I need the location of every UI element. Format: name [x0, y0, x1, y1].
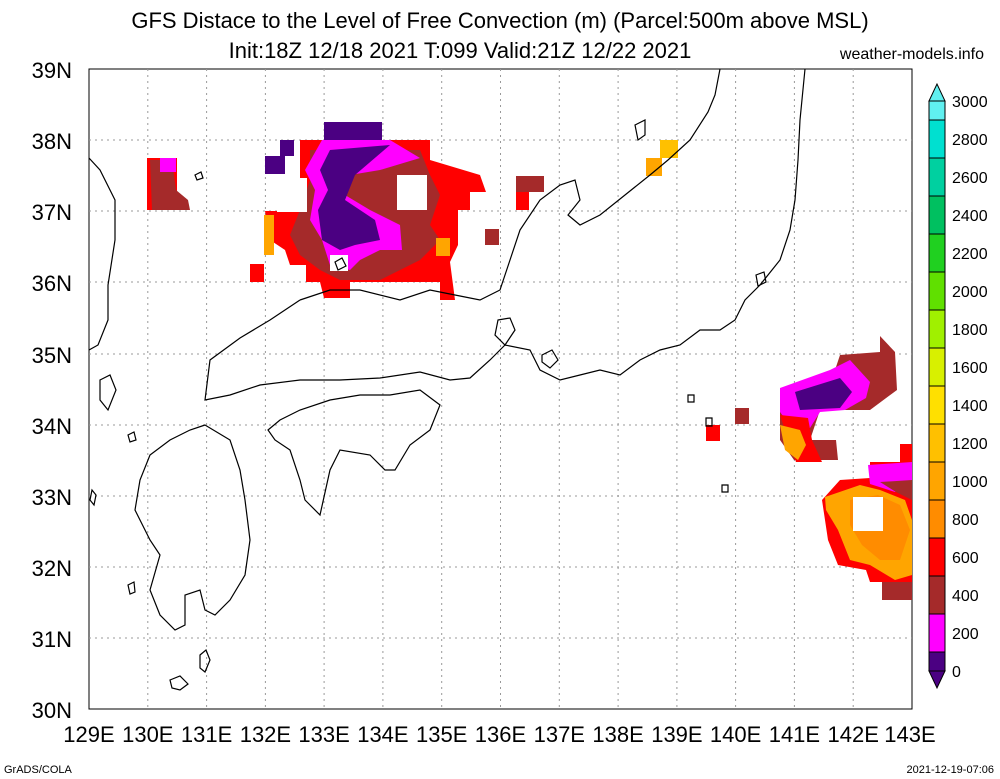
- lon-label: 132E: [240, 722, 291, 747]
- lat-label: 33N: [32, 485, 72, 510]
- lat-label: 38N: [32, 129, 72, 154]
- colorbar-swatch: [928, 195, 946, 235]
- lfc-field-east: [706, 336, 912, 600]
- colorbar-label: 600: [952, 550, 979, 567]
- lat-label: 36N: [32, 271, 72, 296]
- colorbar-label: 800: [952, 512, 979, 529]
- colorbar-label: 2200: [952, 246, 988, 263]
- lon-label: 134E: [357, 722, 408, 747]
- colorbar-swatch: [928, 651, 946, 672]
- footer-timestamp: 2021-12-19-07:06: [906, 764, 994, 776]
- lon-label: 139E: [651, 722, 702, 747]
- lon-label: 138E: [592, 722, 643, 747]
- colorbar-swatch: [928, 100, 946, 121]
- lon-label: 142E: [828, 722, 879, 747]
- colorbar-swatch: [928, 613, 946, 653]
- colorbar-swatch: [928, 271, 946, 311]
- lat-labels: 39N 38N 37N 36N 35N 34N 33N 32N 31N 30N: [32, 58, 72, 723]
- lon-label: 129E: [63, 722, 114, 747]
- colorbar-label: 2400: [952, 208, 988, 225]
- map-title: GFS Distace to the Level of Free Convect…: [131, 8, 869, 33]
- lon-label: 136E: [475, 722, 526, 747]
- lon-label: 135E: [416, 722, 467, 747]
- colorbar-swatch: [928, 423, 946, 463]
- colorbar-label: 3000: [952, 94, 988, 111]
- colorbar-label: 1200: [952, 436, 988, 453]
- colorbar-swatch: [928, 385, 946, 425]
- colorbar-label: 1400: [952, 398, 988, 415]
- colorbar-swatch: [928, 499, 946, 539]
- colorbar: 3000 2800 2600 2400 2200 2000 1800 1600 …: [928, 82, 988, 690]
- site-label: weather-models.info: [839, 46, 984, 63]
- colorbar-label: 200: [952, 626, 979, 643]
- colorbar-swatch: [928, 233, 946, 273]
- colorbar-swatch: [928, 461, 946, 501]
- colorbar-top-arrow: [928, 82, 946, 102]
- lat-label: 32N: [32, 556, 72, 581]
- lat-label: 34N: [32, 414, 72, 439]
- colorbar-swatch: [928, 157, 946, 197]
- colorbar-label: 2600: [952, 170, 988, 187]
- lon-labels: 129E 130E 131E 132E 133E 134E 135E 136E …: [63, 722, 935, 747]
- map-subtitle: Init:18Z 12/18 2021 T:099 Valid:21Z 12/2…: [228, 38, 692, 63]
- lon-label: 133E: [298, 722, 349, 747]
- lon-label: 143E: [884, 722, 935, 747]
- lfc-field-west: [147, 122, 678, 300]
- lon-label: 130E: [122, 722, 173, 747]
- lat-label: 31N: [32, 627, 72, 652]
- colorbar-label: 1600: [952, 360, 988, 377]
- lat-label: 37N: [32, 200, 72, 225]
- colorbar-label: 1800: [952, 322, 988, 339]
- colorbar-swatch: [928, 309, 946, 349]
- lat-label: 39N: [32, 58, 72, 83]
- colorbar-swatch: [928, 347, 946, 387]
- colorbar-swatch: [928, 537, 946, 577]
- lon-label: 140E: [710, 722, 761, 747]
- coastlines: [88, 68, 806, 691]
- colorbar-label: 1000: [952, 474, 988, 491]
- colorbar-label: 400: [952, 588, 979, 605]
- lat-label: 30N: [32, 698, 72, 723]
- footer-credit: GrADS/COLA: [4, 764, 72, 776]
- colorbar-swatch: [928, 575, 946, 615]
- lat-label: 35N: [32, 343, 72, 368]
- colorbar-bottom-arrow: [928, 670, 946, 690]
- lon-label: 141E: [769, 722, 820, 747]
- lon-label: 131E: [181, 722, 232, 747]
- colorbar-label: 2800: [952, 132, 988, 149]
- colorbar-swatch: [928, 119, 946, 159]
- colorbar-label: 0: [952, 664, 961, 681]
- lon-label: 137E: [534, 722, 585, 747]
- colorbar-label: 2000: [952, 284, 988, 301]
